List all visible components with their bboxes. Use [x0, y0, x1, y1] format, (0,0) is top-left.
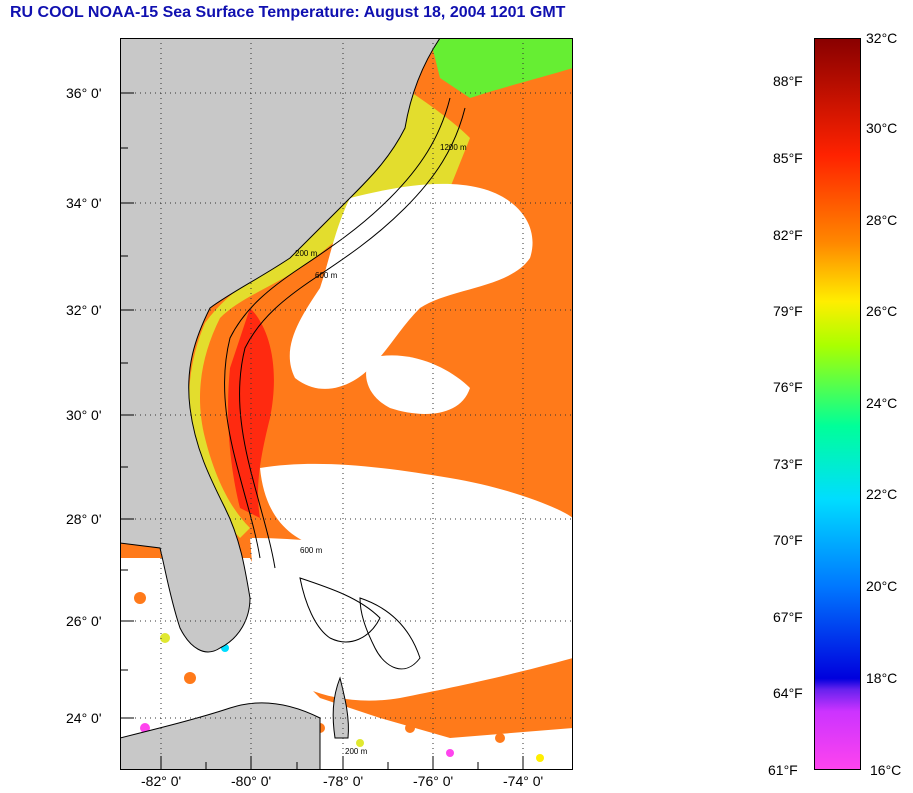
- isobath-label: 200 m: [345, 747, 368, 756]
- cloud-patch: [366, 355, 470, 414]
- colorbar-c-label: 26°C: [866, 303, 898, 319]
- colorbar-c-label: 32°C: [866, 30, 898, 46]
- colorbar-f-label: 76°F: [773, 379, 803, 395]
- colorbar-f-label: 64°F: [773, 685, 803, 701]
- isobath-200m: [224, 97, 451, 559]
- northern-cool-water: [430, 38, 573, 98]
- colorbar-f-label: 61°F: [768, 762, 798, 778]
- longitude-label: -82° 0': [141, 773, 182, 789]
- colorbar-f-label: 88°F: [773, 73, 803, 89]
- map-border: [120, 38, 573, 770]
- colorbar-gradient: [814, 38, 861, 770]
- land-bahamas: [332, 676, 349, 739]
- longitude-label: -78° 0': [323, 773, 364, 789]
- colorbar-border: [814, 38, 861, 770]
- axis-ticks: [120, 92, 524, 770]
- latitude-label: 32° 0': [66, 302, 102, 318]
- cloud-cover-central: [260, 463, 573, 598]
- colorbar-c-label: 30°C: [866, 120, 898, 136]
- isobath-label: 1200 m: [440, 143, 467, 152]
- colorbar-c-label: 22°C: [866, 486, 898, 502]
- latitude-label: 24° 0': [66, 710, 102, 726]
- isobath-bahamas-bank-2: [359, 597, 421, 670]
- isobath-bahamas-bank: [299, 577, 381, 643]
- colorbar-c-label: 24°C: [866, 395, 898, 411]
- colorbar-f-label: 70°F: [773, 532, 803, 548]
- longitude-label: -80° 0': [231, 773, 272, 789]
- colorbar-f-label: 73°F: [773, 456, 803, 472]
- cloud-cover-south: [250, 538, 573, 701]
- graticule: [120, 38, 573, 770]
- longitude-label: -74° 0': [503, 773, 544, 789]
- isobath-600m: [239, 107, 466, 569]
- land-mainland: [120, 38, 441, 653]
- isobath-label: 200 m: [295, 249, 318, 258]
- temperature-colorbar: [814, 38, 861, 770]
- isobath-label: 600 m: [315, 271, 338, 280]
- colorbar-c-label: 16°C: [870, 762, 902, 778]
- colorbar-c-label: 28°C: [866, 212, 898, 228]
- colorbar-c-label: 20°C: [866, 578, 898, 594]
- colorbar-f-label: 67°F: [773, 609, 803, 625]
- isobath-label: 600 m: [300, 546, 323, 555]
- latitude-label: 30° 0': [66, 407, 102, 423]
- colorbar-f-label: 82°F: [773, 227, 803, 243]
- latitude-label: 34° 0': [66, 195, 102, 211]
- land-cuba: [120, 702, 321, 770]
- colorbar-f-label: 85°F: [773, 150, 803, 166]
- sst-map: 1200 m 600 m 200 m 600 m 200 m: [120, 38, 573, 770]
- map-title: RU COOL NOAA-15 Sea Surface Temperature:…: [10, 4, 566, 21]
- colorbar-f-label: 79°F: [773, 303, 803, 319]
- longitude-label: -76° 0': [413, 773, 454, 789]
- colorbar-c-label: 18°C: [866, 670, 898, 686]
- cloud-cover-north: [289, 183, 533, 389]
- latitude-label: 36° 0': [66, 85, 102, 101]
- latitude-label: 26° 0': [66, 613, 102, 629]
- latitude-label: 28° 0': [66, 511, 102, 527]
